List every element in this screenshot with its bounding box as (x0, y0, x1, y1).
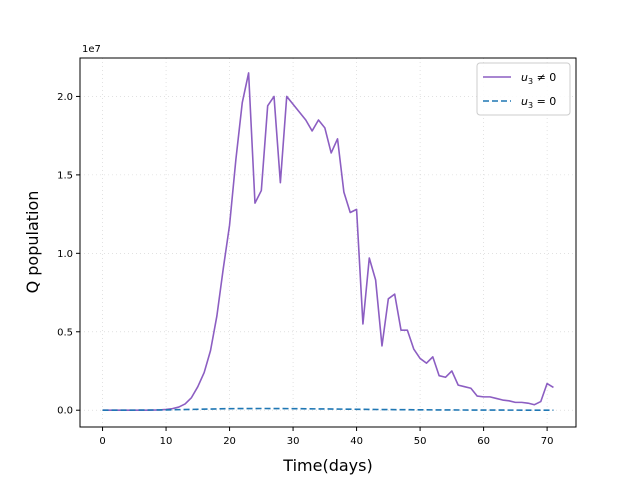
legend-label-1: u3 = 0 (521, 95, 556, 110)
x-tick-label: 50 (414, 436, 427, 447)
legend: u3 ≠ 0 u3 = 0 (476, 62, 571, 116)
x-axis-label: Time(days) (282, 456, 372, 475)
x-tick-label: 70 (541, 436, 554, 447)
legend-box (476, 62, 571, 116)
y-tick-label: 2.0 (57, 92, 73, 103)
y-tick-label: 1.5 (57, 170, 73, 181)
series-layer (102, 72, 554, 412)
x-tick-label: 10 (160, 436, 173, 447)
y-tick-label: 0.5 (57, 327, 73, 338)
x-tick-label: 40 (350, 436, 363, 447)
y-axis-label: Q population (23, 191, 42, 294)
x-tick-label: 0 (99, 436, 105, 447)
y-tick-label: 1.0 (57, 249, 73, 260)
series-line-1 (102, 407, 554, 412)
grid (80, 58, 576, 427)
series-line-0 (102, 72, 554, 412)
x-tick-label: 30 (287, 436, 300, 447)
y-offset-label: 1e7 (82, 44, 101, 55)
x-axis: 0 10 20 30 40 50 60 70 (99, 427, 553, 447)
x-tick-label: 20 (223, 436, 236, 447)
y-tick-label: 0.0 (57, 406, 73, 417)
y-axis: 0.0 0.5 1.0 1.5 2.0 (57, 92, 80, 417)
plot-frame (79, 57, 577, 428)
legend-label-0: u3 ≠ 0 (521, 71, 556, 86)
x-tick-label: 60 (477, 436, 490, 447)
